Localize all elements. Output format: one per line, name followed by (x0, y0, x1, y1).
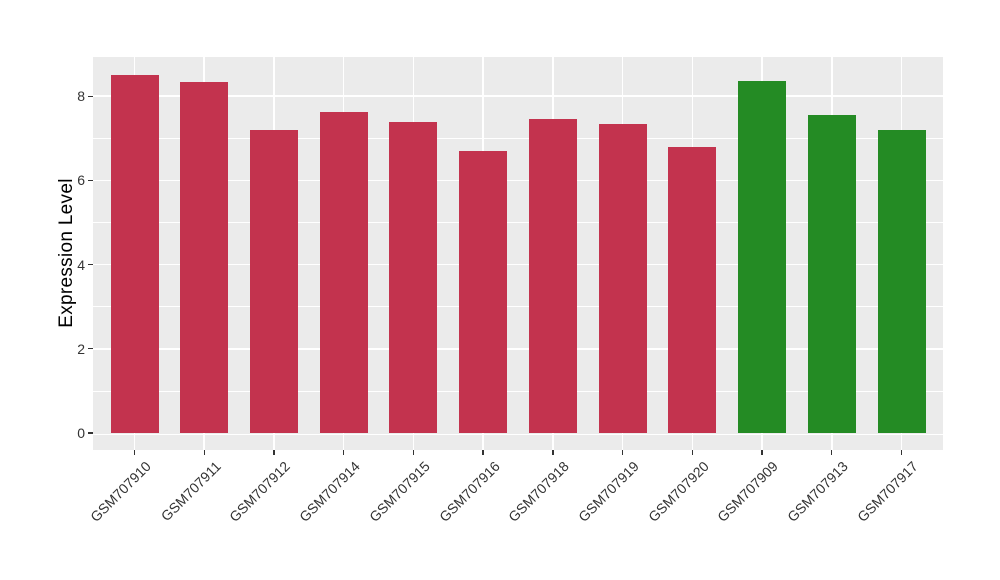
plot-panel (93, 57, 943, 450)
bar-GSM707917 (877, 130, 926, 433)
bar-GSM707914 (319, 112, 368, 433)
minor-gridline (93, 222, 943, 224)
x-tick-mark (412, 450, 415, 455)
bar-GSM707916 (459, 150, 508, 433)
x-tick-mark (133, 450, 136, 455)
bar-GSM707913 (807, 115, 856, 433)
x-tick-mark (761, 450, 763, 455)
y-tick-mark (88, 95, 93, 97)
x-tick-mark (203, 450, 205, 455)
bar-GSM707910 (110, 75, 159, 433)
x-tick-mark (342, 450, 345, 455)
x-tick-mark (691, 450, 694, 455)
x-tick-mark (482, 450, 484, 455)
bar-GSM707918 (528, 118, 577, 433)
bar-GSM707912 (249, 130, 298, 433)
y-tick-mark (88, 348, 93, 350)
x-tick-mark (621, 450, 624, 455)
bar-GSM707919 (598, 124, 647, 433)
major-gridline (93, 433, 943, 436)
bar-GSM707909 (738, 80, 787, 433)
major-gridline (93, 179, 943, 182)
bar-GSM707915 (389, 122, 438, 433)
y-tick-label: 0 (77, 425, 85, 441)
major-gridline (93, 348, 943, 350)
minor-gridline (93, 306, 943, 308)
minor-gridline (93, 390, 943, 392)
y-tick-label: 8 (77, 88, 85, 105)
y-tick-mark (88, 432, 93, 434)
y-tick-label: 6 (77, 172, 85, 189)
major-gridline (93, 263, 943, 266)
y-tick-label: 4 (77, 256, 85, 273)
y-axis-title: Expression Level (56, 178, 77, 328)
y-tick-label: 2 (77, 340, 85, 357)
x-tick-mark (831, 450, 833, 455)
minor-gridline (93, 137, 943, 139)
bar-GSM707920 (668, 146, 717, 433)
x-tick-mark (900, 450, 903, 455)
major-gridline (93, 95, 943, 97)
y-tick-mark (88, 179, 93, 182)
y-tick-mark (88, 263, 93, 266)
x-tick-mark (273, 450, 275, 455)
bar-GSM707911 (180, 82, 229, 433)
x-tick-mark (552, 450, 554, 455)
